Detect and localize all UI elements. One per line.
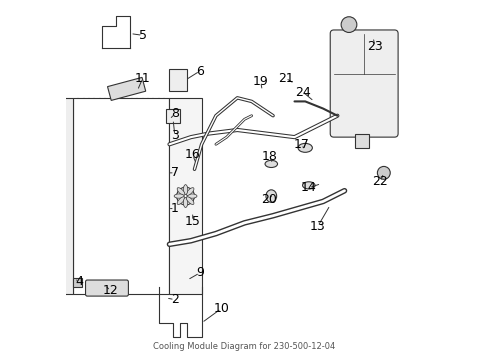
Ellipse shape: [183, 185, 187, 195]
Text: 2: 2: [170, 293, 179, 306]
Text: 18: 18: [261, 150, 277, 163]
Text: 23: 23: [366, 40, 382, 53]
Text: 21: 21: [277, 72, 293, 85]
Bar: [165, 109, 180, 123]
Polygon shape: [107, 77, 145, 100]
Text: 19: 19: [252, 75, 268, 88]
Bar: [73, 98, 169, 294]
Text: 3: 3: [170, 129, 179, 142]
Text: 1: 1: [170, 202, 179, 215]
FancyBboxPatch shape: [85, 280, 128, 296]
Text: 20: 20: [261, 193, 277, 206]
Text: 13: 13: [309, 220, 325, 233]
Ellipse shape: [186, 194, 197, 198]
Text: 15: 15: [184, 215, 200, 228]
FancyBboxPatch shape: [329, 30, 397, 137]
Text: 6: 6: [196, 64, 203, 77]
Circle shape: [377, 166, 389, 179]
Text: 14: 14: [300, 181, 316, 194]
Ellipse shape: [302, 182, 314, 189]
Ellipse shape: [174, 194, 184, 198]
Bar: [169, 69, 187, 91]
Ellipse shape: [186, 188, 194, 195]
Text: 7: 7: [170, 166, 179, 179]
Text: 10: 10: [213, 302, 229, 315]
Text: 16: 16: [184, 148, 200, 162]
Ellipse shape: [264, 160, 277, 167]
Text: 11: 11: [135, 72, 150, 85]
Bar: [64, 98, 73, 294]
Text: 17: 17: [293, 138, 309, 151]
Text: 22: 22: [371, 175, 387, 188]
Ellipse shape: [265, 190, 276, 202]
Text: 8: 8: [170, 107, 179, 120]
Ellipse shape: [186, 197, 194, 204]
Text: 9: 9: [196, 266, 203, 279]
Circle shape: [341, 17, 356, 32]
Text: 24: 24: [295, 86, 311, 99]
Bar: [73, 278, 82, 287]
Text: 5: 5: [139, 29, 146, 42]
Ellipse shape: [177, 197, 184, 204]
Ellipse shape: [177, 188, 184, 195]
Ellipse shape: [298, 143, 312, 152]
Bar: [354, 134, 368, 148]
Text: Cooling Module Diagram for 230-500-12-04: Cooling Module Diagram for 230-500-12-04: [153, 342, 335, 351]
Text: 12: 12: [102, 284, 118, 297]
Bar: [169, 98, 201, 294]
Circle shape: [176, 187, 194, 205]
Ellipse shape: [183, 198, 187, 207]
Text: 4: 4: [75, 275, 83, 288]
